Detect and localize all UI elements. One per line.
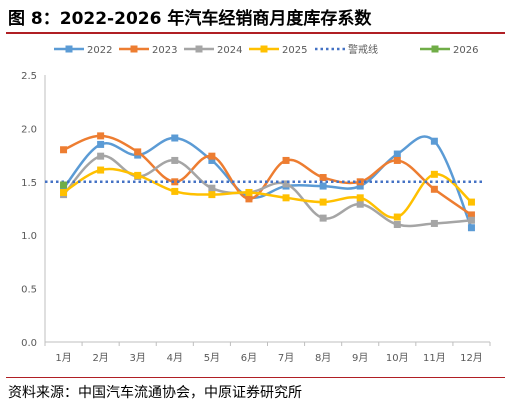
- data-point-2022: [393, 150, 401, 158]
- legend-label: 警戒线: [348, 43, 378, 56]
- legend-label: 2025: [282, 45, 307, 56]
- x-tick-label: 12月: [460, 352, 483, 364]
- data-point-2022: [430, 137, 438, 145]
- data-point-2026: [60, 181, 68, 189]
- chart-area: 0.0 0.5 1.0 1.5 2.0 2.5 1月 2月 3月 4月 5月 6月 7月 8月 9月 10月 1…: [0, 34, 511, 374]
- data-point-2024: [356, 200, 364, 208]
- data-point-2025: [97, 166, 105, 174]
- data-point-2024: [97, 152, 105, 160]
- legend-label: 2023: [152, 45, 177, 56]
- data-point-2023: [245, 195, 253, 203]
- y-tick-label: 1.0: [21, 231, 37, 242]
- data-point-2023: [60, 146, 68, 154]
- data-point-2024: [393, 221, 401, 229]
- data-point-2024: [282, 180, 290, 188]
- legend-label: 2024: [217, 45, 242, 56]
- x-tick-label: 11月: [423, 352, 446, 364]
- source-rule: [6, 377, 505, 378]
- data-point-2024: [430, 219, 438, 227]
- data-point-2025: [430, 170, 438, 178]
- line-chart: 0.0 0.5 1.0 1.5 2.0 2.5 1月 2月 3月 4月 5月 6月 7月 8月 9月 10月 1…: [21, 43, 491, 364]
- legend-marker-2024: [195, 45, 203, 53]
- data-point-2025: [245, 188, 253, 196]
- data-point-2023: [393, 156, 401, 164]
- x-tick-label: 8月: [315, 352, 331, 364]
- legend-marker-2026: [431, 45, 439, 53]
- data-point-2024: [467, 216, 475, 224]
- y-tick-label: 0.5: [21, 285, 37, 296]
- legend-label: 2026: [453, 45, 478, 56]
- x-tick-label: 3月: [130, 352, 146, 364]
- y-tick-label: 2.5: [21, 71, 37, 82]
- data-point-2022: [467, 224, 475, 232]
- data-point-2025: [282, 194, 290, 202]
- data-point-2025: [393, 213, 401, 221]
- legend-marker-2022: [65, 45, 73, 53]
- y-tick-label: 1.5: [21, 178, 37, 189]
- y-tick-label: 0.0: [21, 338, 37, 349]
- data-point-2023: [134, 148, 142, 156]
- data-point-2022: [171, 134, 179, 142]
- x-tick-label: 5月: [204, 352, 220, 364]
- data-point-2025: [356, 194, 364, 202]
- data-point-2025: [171, 187, 179, 195]
- data-point-2024: [319, 214, 327, 222]
- y-tick-label: 2.0: [21, 124, 37, 135]
- data-point-2025: [208, 191, 216, 199]
- legend-marker-2023: [130, 45, 138, 53]
- x-tick-label: 4月: [167, 352, 183, 364]
- legend-label: 2022: [87, 45, 112, 56]
- data-point-2023: [467, 211, 475, 219]
- source-note: 资料来源：中国汽车流通协会，中原证券研究所: [8, 385, 302, 401]
- x-tick-label: 7月: [278, 352, 294, 364]
- data-point-2023: [97, 132, 105, 140]
- x-tick-label: 9月: [352, 352, 368, 364]
- x-tick-label: 2月: [92, 352, 108, 364]
- figure-title: 图 8：2022-2026 年汽车经销商月度库存系数: [8, 9, 372, 29]
- x-tick-label: 1月: [55, 352, 71, 364]
- data-point-2023: [282, 156, 290, 164]
- data-point-2025: [134, 171, 142, 179]
- legend-marker-2025: [260, 45, 268, 53]
- data-point-2025: [60, 188, 68, 196]
- data-point-2024: [208, 184, 216, 192]
- x-tick-label: 10月: [386, 352, 409, 364]
- title-rule: [6, 32, 505, 34]
- data-point-2025: [319, 198, 327, 206]
- data-point-2025: [467, 198, 475, 206]
- data-point-2022: [208, 156, 216, 164]
- x-tick-label: 6月: [241, 352, 257, 364]
- data-point-2024: [171, 156, 179, 164]
- data-point-2022: [356, 182, 364, 190]
- data-point-2023: [430, 185, 438, 193]
- data-point-2022: [319, 182, 327, 190]
- data-point-2023: [319, 174, 327, 182]
- data-point-2022: [97, 140, 105, 148]
- data-point-2023: [208, 152, 216, 160]
- data-point-2023: [171, 178, 179, 186]
